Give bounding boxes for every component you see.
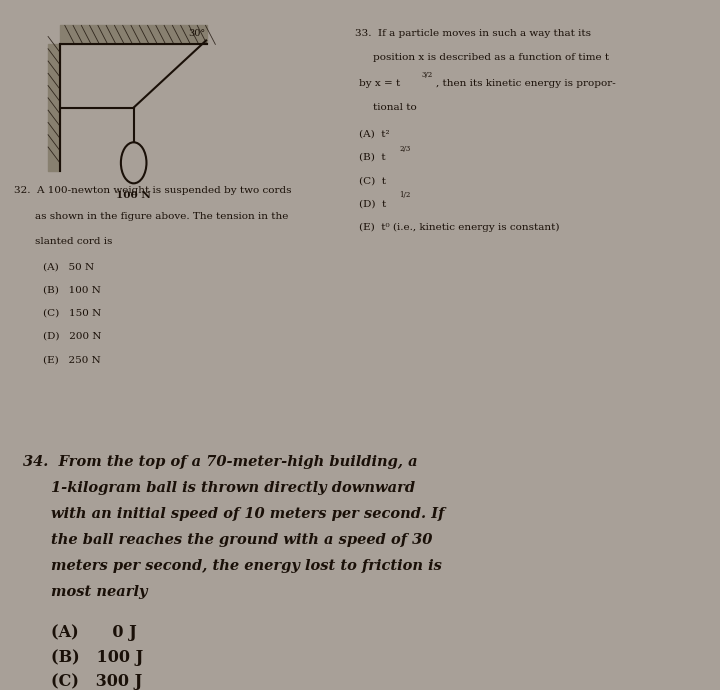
Text: meters per second, the energy lost to friction is: meters per second, the energy lost to fr… [51, 559, 442, 573]
Text: tional to: tional to [373, 103, 417, 112]
Text: with an initial speed of 10 meters per second. If: with an initial speed of 10 meters per s… [51, 507, 444, 521]
Text: 34.  From the top of a 70-meter-high building, a: 34. From the top of a 70-meter-high buil… [24, 455, 418, 469]
Text: the ball reaches the ground with a speed of 30: the ball reaches the ground with a speed… [51, 533, 433, 547]
Text: (B)  t: (B) t [359, 153, 386, 162]
Text: , then its kinetic energy is propor-: , then its kinetic energy is propor- [436, 79, 616, 88]
Text: (D)   200 N: (D) 200 N [43, 332, 102, 341]
Text: (A)  t²: (A) t² [359, 130, 390, 139]
Text: 30°: 30° [189, 29, 205, 38]
Text: most nearly: most nearly [51, 585, 148, 599]
Text: (B)   100 N: (B) 100 N [43, 286, 101, 295]
Text: (D)  t: (D) t [359, 199, 386, 208]
Text: 32.  A 100-newton weight is suspended by two cords: 32. A 100-newton weight is suspended by … [14, 186, 291, 195]
Text: (C)  t: (C) t [359, 176, 386, 185]
Text: (E)  t⁰ (i.e., kinetic energy is constant): (E) t⁰ (i.e., kinetic energy is constant… [359, 223, 559, 232]
Text: 100 N: 100 N [116, 190, 151, 199]
Text: (A)      0 J: (A) 0 J [51, 624, 137, 641]
Text: (C)   150 N: (C) 150 N [43, 309, 102, 318]
Text: (E)   250 N: (E) 250 N [43, 355, 101, 364]
Text: (A)   50 N: (A) 50 N [43, 262, 94, 271]
Text: 2/3: 2/3 [400, 145, 410, 153]
Text: by x = t: by x = t [359, 79, 400, 88]
Text: position x is described as a function of time t: position x is described as a function of… [373, 52, 609, 61]
Text: (B)   100 J: (B) 100 J [51, 649, 143, 666]
Text: 1/2: 1/2 [400, 192, 410, 199]
Text: as shown in the figure above. The tension in the: as shown in the figure above. The tensio… [35, 212, 289, 221]
Text: 33.  If a particle moves in such a way that its: 33. If a particle moves in such a way th… [355, 28, 591, 37]
Text: 1-kilogram ball is thrown directly downward: 1-kilogram ball is thrown directly downw… [51, 481, 415, 495]
Text: (C)   300 J: (C) 300 J [51, 673, 143, 690]
Text: slanted cord is: slanted cord is [35, 237, 112, 246]
Text: 3/2: 3/2 [421, 71, 432, 79]
